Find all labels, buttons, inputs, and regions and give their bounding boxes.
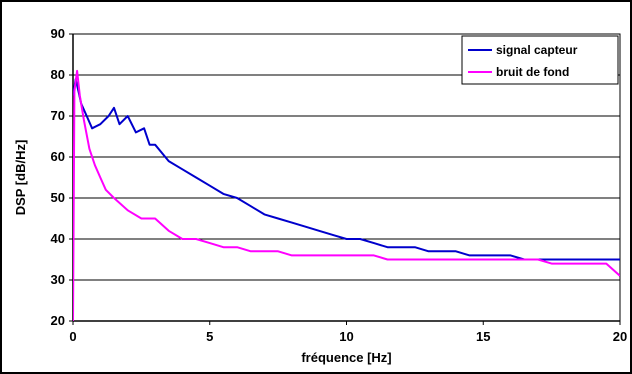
x-tick-label: 20	[613, 329, 627, 344]
y-tick-label: 80	[51, 67, 65, 82]
y-axis-title: DSP [dB/Hz]	[13, 140, 28, 216]
legend-label: bruit de fond	[496, 65, 569, 79]
y-tick-label: 50	[51, 190, 65, 205]
legend-box	[461, 35, 619, 85]
legend-label: signal capteur	[496, 43, 578, 57]
y-tick-label: 40	[51, 231, 65, 246]
x-tick-label: 15	[476, 329, 490, 344]
y-tick-label: 70	[51, 108, 65, 123]
y-tick-label: 90	[51, 26, 65, 41]
series-line-bruit-de-fond	[73, 69, 620, 321]
x-tick-label: 10	[339, 329, 353, 344]
x-axis-title: fréquence [Hz]	[301, 350, 391, 365]
x-tick-label: 0	[69, 329, 76, 344]
x-tick-label: 5	[206, 329, 213, 344]
y-tick-label: 60	[51, 149, 65, 164]
y-tick-label: 30	[51, 272, 65, 287]
y-tick-label: 20	[51, 313, 65, 328]
series-line-signal-capteur	[73, 78, 620, 261]
